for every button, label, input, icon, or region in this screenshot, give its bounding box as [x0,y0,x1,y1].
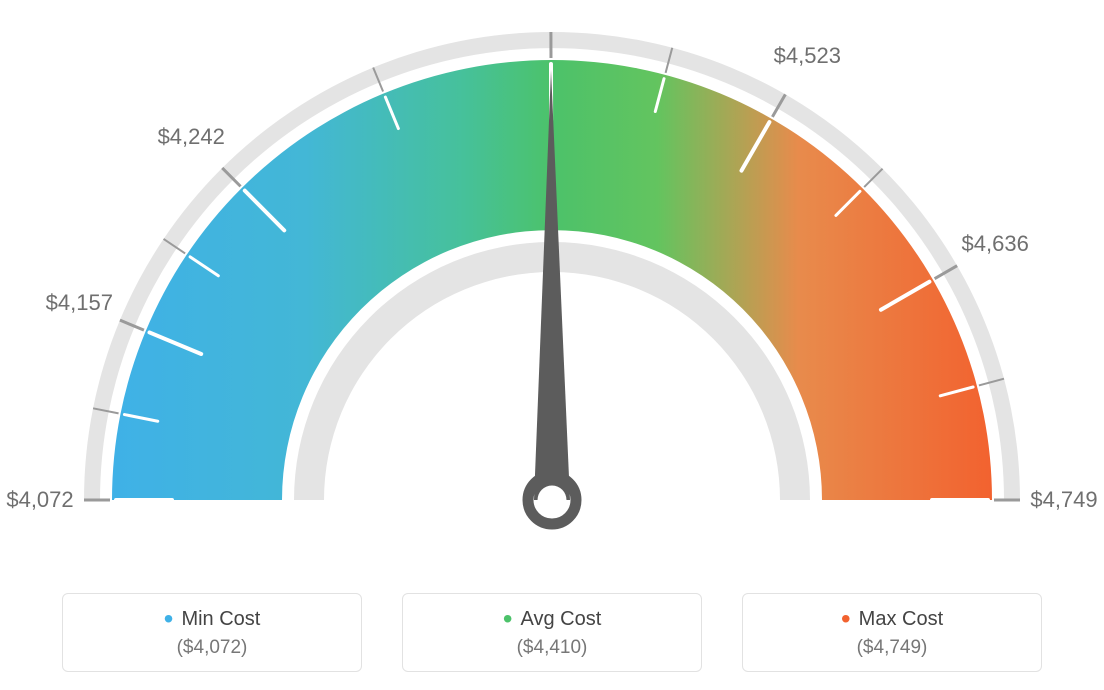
legend-max-value: ($4,749) [753,637,1031,659]
gauge-tick-label: $4,523 [774,43,841,69]
legend-card-min: Min Cost ($4,072) [62,593,362,672]
legend-max-label: Max Cost [753,608,1031,631]
legend-row: Min Cost ($4,072) Avg Cost ($4,410) Max … [0,593,1104,672]
gauge-tick-label: $4,410 [517,0,584,1]
legend-card-avg: Avg Cost ($4,410) [402,593,702,672]
legend-avg-value: ($4,410) [413,637,691,659]
gauge-tick-label: $4,072 [6,487,73,513]
gauge-tick-label: $4,749 [1030,487,1097,513]
gauge-svg [0,0,1104,560]
gauge-tick-label: $4,242 [158,124,225,150]
legend-card-max: Max Cost ($4,749) [742,593,1042,672]
legend-min-value: ($4,072) [73,637,351,659]
legend-avg-label: Avg Cost [413,608,691,631]
legend-min-label: Min Cost [73,608,351,631]
gauge-chart: $4,072 $4,157 $4,242 $4,410 $4,523 $4,636 $4,7… [0,0,1104,560]
gauge-tick-label: $4,157 [46,290,113,316]
gauge-tick-label: $4,636 [962,231,1029,257]
